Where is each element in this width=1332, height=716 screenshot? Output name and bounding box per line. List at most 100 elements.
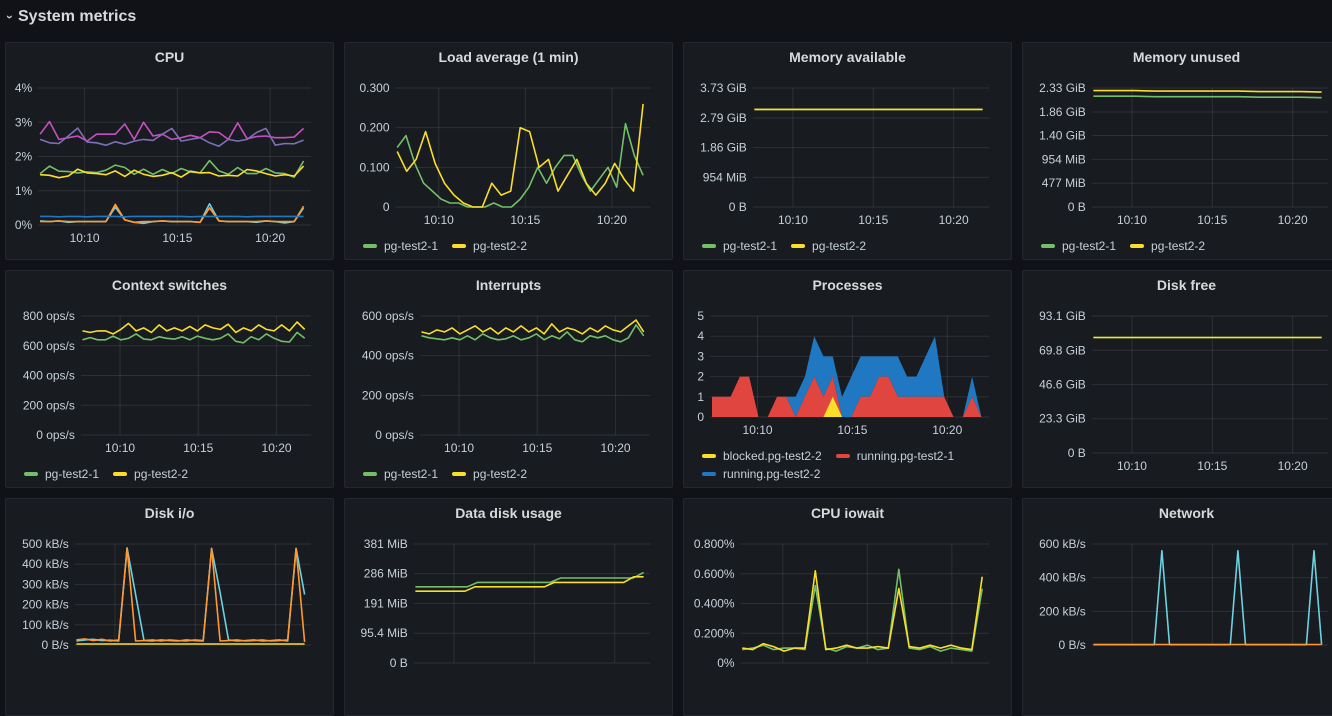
series-line: [40, 204, 304, 222]
x-tick-label: 10:15: [1197, 213, 1227, 227]
legend-label: pg-test2-2: [473, 467, 527, 481]
y-tick-label: 381 MiB: [364, 537, 408, 551]
legend-label: pg-test2-1: [384, 467, 438, 481]
y-tick-label: 200 ops/s: [362, 388, 414, 402]
y-tick-label: 800 ops/s: [23, 309, 75, 323]
y-tick-label: 1.86 GiB: [1039, 105, 1086, 119]
legend: pg-test2-1 pg-test2-2: [363, 467, 662, 481]
y-tick-label: 93.1 GiB: [1039, 309, 1086, 323]
legend-swatch-icon: [836, 454, 850, 458]
y-tick-label: 1%: [15, 184, 33, 198]
x-tick-label: 10:15: [510, 213, 540, 227]
y-tick-label: 200 kB/s: [1039, 604, 1086, 618]
y-tick-label: 0 B: [1068, 446, 1086, 460]
legend-item[interactable]: blocked.pg-test2-2: [702, 449, 822, 463]
legend: pg-test2-1 pg-test2-2: [702, 239, 1001, 253]
series-line: [40, 161, 304, 178]
x-tick-label: 10:15: [858, 213, 888, 227]
legend-item[interactable]: pg-test2-2: [452, 467, 527, 481]
x-tick-label: 10:20: [1278, 459, 1308, 473]
y-tick-label: 954 MiB: [1042, 152, 1086, 166]
legend-item[interactable]: pg-test2-1: [1041, 239, 1116, 253]
y-tick-label: 3.73 GiB: [700, 81, 747, 95]
legend-item[interactable]: pg-test2-2: [1130, 239, 1205, 253]
y-tick-label: 69.8 GiB: [1039, 343, 1086, 357]
y-tick-label: 0.200: [359, 121, 389, 135]
y-tick-label: 0 ops/s: [375, 428, 414, 442]
y-tick-label: 954 MiB: [703, 170, 747, 184]
series-line: [83, 322, 305, 334]
legend-item[interactable]: pg-test2-1: [24, 467, 99, 481]
y-tick-label: 600 ops/s: [23, 339, 75, 353]
legend-item[interactable]: pg-test2-2: [452, 239, 527, 253]
x-tick-label: 10:10: [424, 213, 454, 227]
y-tick-label: 0 ops/s: [36, 428, 75, 442]
legend-item[interactable]: pg-test2-2: [791, 239, 866, 253]
legend-item[interactable]: pg-test2-1: [363, 467, 438, 481]
legend-item[interactable]: running.pg-test2-2: [702, 467, 820, 481]
section-title: System metrics: [18, 8, 136, 26]
y-tick-label: 0 B: [729, 200, 747, 214]
x-tick-label: 10:15: [162, 231, 192, 245]
legend-item[interactable]: pg-test2-1: [702, 239, 777, 253]
legend-label: pg-test2-1: [384, 239, 438, 253]
legend: pg-test2-1 pg-test2-2: [24, 467, 323, 481]
series-line: [397, 124, 643, 207]
x-tick-label: 10:20: [939, 213, 969, 227]
x-tick-label: 10:15: [522, 441, 552, 455]
y-tick-label: 191 MiB: [364, 596, 408, 610]
y-tick-label: 5: [697, 309, 704, 323]
y-tick-label: 3: [697, 349, 704, 363]
y-tick-label: 400 ops/s: [362, 349, 414, 363]
y-tick-label: 0.100: [359, 160, 389, 174]
legend-item[interactable]: pg-test2-1: [363, 239, 438, 253]
y-tick-label: 4%: [15, 81, 33, 95]
legend-swatch-icon: [452, 244, 466, 248]
row-header-system-metrics[interactable]: › System metrics: [8, 8, 136, 26]
series-line: [422, 325, 644, 342]
x-tick-label: 10:15: [183, 441, 213, 455]
legend-item[interactable]: running.pg-test2-1: [836, 449, 954, 463]
legend-label: pg-test2-2: [812, 239, 866, 253]
legend-swatch-icon: [702, 244, 716, 248]
legend-label: pg-test2-2: [134, 467, 188, 481]
legend-label: pg-test2-1: [723, 239, 777, 253]
y-tick-label: 2.79 GiB: [700, 111, 747, 125]
x-tick-label: 10:10: [778, 213, 808, 227]
series-line: [76, 548, 304, 642]
legend: blocked.pg-test2-2 running.pg-test2-1 runn…: [702, 449, 1001, 481]
legend-item[interactable]: pg-test2-2: [113, 467, 188, 481]
x-tick-label: 10:10: [444, 441, 474, 455]
y-tick-label: 200 ops/s: [23, 398, 75, 412]
x-tick-label: 10:15: [1197, 459, 1227, 473]
x-tick-label: 10:10: [1117, 459, 1147, 473]
y-tick-label: 300 kB/s: [22, 577, 69, 591]
y-tick-label: 0%: [15, 218, 33, 232]
x-tick-label: 10:20: [1278, 213, 1308, 227]
series-line: [415, 577, 643, 591]
y-tick-label: 1.86 GiB: [700, 141, 747, 155]
chevron-down-icon[interactable]: ›: [3, 15, 17, 19]
legend-label: pg-test2-1: [1062, 239, 1116, 253]
legend: pg-test2-1 pg-test2-2: [363, 239, 662, 253]
y-tick-label: 600 kB/s: [1039, 537, 1086, 551]
y-tick-label: 1: [697, 390, 704, 404]
